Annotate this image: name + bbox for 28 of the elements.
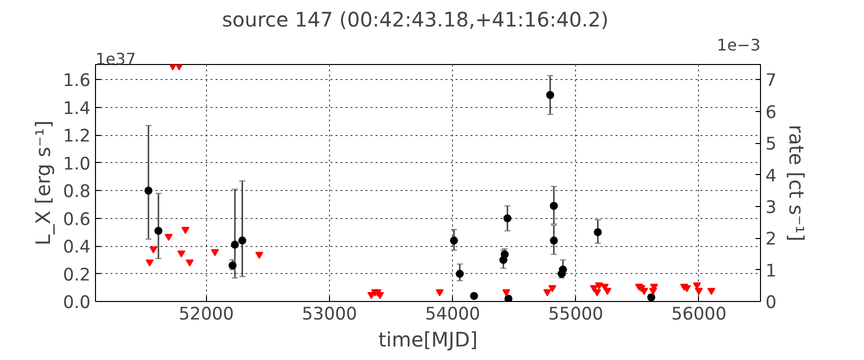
x-tick-label: 55000 [548,304,604,324]
x-tick-label: 53000 [302,304,358,324]
annotation: 1e37 [96,50,136,68]
y2-tick-label: 4 [766,166,777,186]
y-tick-label: 0.2 [62,265,91,286]
y2-tick-label: 6 [766,102,777,123]
y2-tick-label: 7 [766,71,777,92]
y-axis-title: L_X [erg s⁻¹] [30,120,55,246]
y2-tick-label: 2 [766,230,777,250]
y-tick-label: 0.4 [62,238,91,258]
y-tick-label: 1.2 [62,126,91,147]
y2-tick-label: 1 [766,261,777,282]
chart-title: source 147 (00:42:43.18,+41:16:40.2) [222,8,609,32]
y-tick-label: 1.6 [62,71,91,92]
y-tick-label: 1.0 [62,154,91,174]
x-tick-label: 52000 [178,304,234,324]
y2-tick-label: 0 [766,293,777,313]
y2-tick-label: 5 [766,134,777,155]
y-tick-label: 0.6 [62,210,91,230]
x-tick-label: 54000 [425,304,480,324]
y2-axis-title: rate [ct s⁻¹] [784,124,809,242]
y-tick-label: 1.4 [62,98,91,119]
y-tick-label: 0.0 [62,293,91,313]
y-tick-label: 0.8 [62,182,91,202]
text: 1e−3 [716,36,760,54]
x-tick-label: 56000 [671,304,726,324]
x-axis-title: time[MJD] [378,328,478,352]
y2-tick-label: 3 [766,198,777,218]
